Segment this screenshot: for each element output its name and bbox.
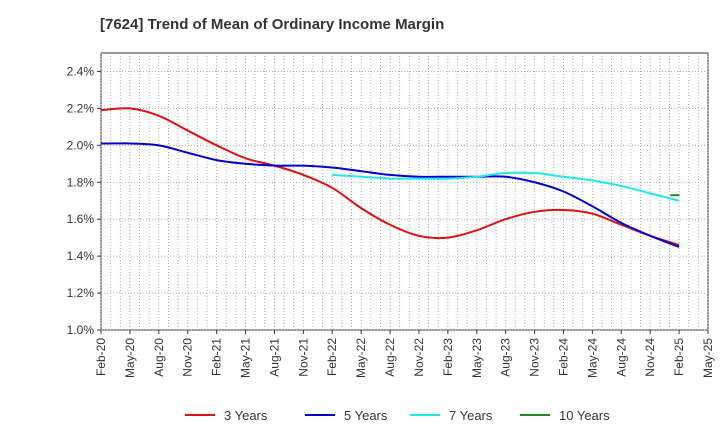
y-tick-label: 1.2% (67, 286, 95, 300)
legend-layer: 3 Years 5 Years 7 Years 10 Years (185, 408, 610, 423)
x-tick-label: Aug-21 (267, 338, 281, 377)
y-tick-label: 1.6% (67, 212, 95, 226)
x-tick-label: May-21 (239, 338, 253, 378)
x-tick-label: Nov-23 (528, 338, 542, 377)
y-tick-label: 2.0% (67, 138, 95, 152)
x-tick-label: May-23 (470, 338, 484, 378)
x-tick-label: Feb-24 (556, 338, 570, 376)
plot-area (100, 52, 709, 331)
y-tick-label: 1.8% (67, 175, 95, 189)
x-tick-label: Feb-20 (94, 338, 108, 376)
x-tick-label: Feb-22 (325, 338, 339, 376)
x-tick-label: May-24 (585, 338, 599, 378)
x-tick-label: Nov-20 (181, 338, 195, 377)
x-tick-label: May-25 (701, 338, 715, 378)
x-tick-label: May-20 (123, 338, 137, 378)
series-layer (100, 107, 680, 248)
y-tick-label: 2.2% (67, 101, 95, 115)
y-tick-label: 1.0% (67, 323, 95, 337)
x-tick-label: Nov-24 (643, 338, 657, 377)
series-line-7-years (332, 171, 680, 202)
x-tick-label: May-22 (354, 338, 368, 378)
y-tick-label: 1.4% (67, 249, 95, 263)
x-tick-label: Nov-21 (296, 338, 310, 377)
x-tick-label: Feb-21 (210, 338, 224, 376)
x-tick-label: Aug-20 (152, 338, 166, 377)
series-line-5-years (100, 142, 680, 248)
axis-layer: 1.0% 1.2% 1.4% 1.6% 1.8% 2.0% 2.2% 2.4% Feb-20 Ma… (67, 64, 715, 378)
x-tick-label: Aug-24 (614, 338, 628, 377)
x-tick-label: Aug-23 (499, 338, 513, 377)
legend-label-10-years: 10 Years (559, 408, 610, 423)
x-tick-label: Feb-25 (672, 338, 686, 376)
legend-label-3-years: 3 Years (224, 408, 268, 423)
x-tick-label: Feb-23 (441, 338, 455, 376)
series-line-3-years (100, 107, 680, 247)
chart-title: [7624] Trend of Mean of Ordinary Income … (100, 16, 445, 33)
legend-label-5-years: 5 Years (344, 408, 388, 423)
legend-label-7-years: 7 Years (449, 408, 493, 423)
grid-layer (100, 52, 709, 331)
x-tick-label: Nov-22 (412, 338, 426, 377)
x-tick-label: Aug-22 (383, 338, 397, 377)
y-tick-label: 2.4% (67, 64, 95, 78)
